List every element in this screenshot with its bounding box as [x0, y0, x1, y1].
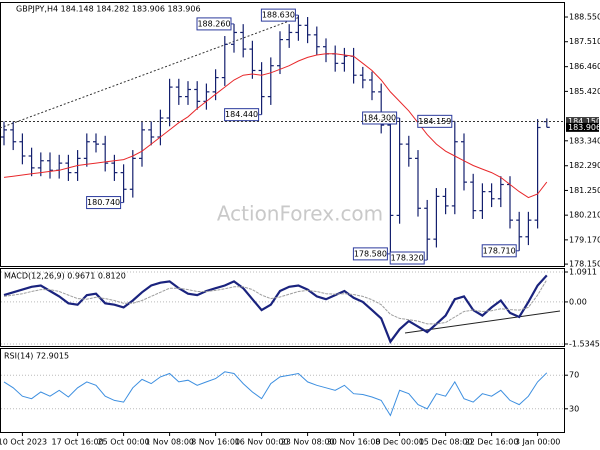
- y-tick-label: 179.170: [569, 235, 600, 244]
- macd-title: MACD(12,26,9) 0.9671 0.8120: [4, 272, 126, 281]
- level-label: 184.150: [568, 117, 600, 126]
- y-tick-label: 1.0911: [569, 268, 597, 277]
- price-label: 184.300: [363, 113, 396, 122]
- price-label: 188.630: [262, 11, 295, 20]
- price-label: 188.260: [197, 19, 230, 28]
- level-label: 183.906: [568, 123, 600, 132]
- x-tick-label: 30 Nov 16:00: [327, 438, 381, 447]
- y-tick-label: 185.420: [569, 87, 600, 96]
- x-tick-label: 8 Nov 16:00: [191, 438, 240, 447]
- trend-line: [0, 16, 301, 129]
- y-tick-label: 187.510: [569, 37, 600, 46]
- watermark: ActionForex.com: [217, 202, 383, 226]
- x-tick-label: 23 Nov 08:00: [281, 438, 335, 447]
- rsi-title: RSI(14) 72.9015: [4, 352, 69, 361]
- price-label-box: [389, 251, 425, 265]
- level-box: [566, 117, 599, 127]
- macd-panel: [0, 268, 565, 347]
- indicator-line: [3, 274, 548, 344]
- y-tick-label: 180.210: [569, 211, 600, 220]
- x-tick-label: 25 Oct 00:00: [98, 438, 150, 447]
- y-tick-label: -1.5345: [569, 340, 600, 349]
- chart-title: GBPJPY,H4 184.148 184.282 183.906 183.90…: [16, 5, 201, 14]
- x-tick-label: 10 Oct 2023: [0, 438, 47, 447]
- x-tick-label: 16 Nov 00:00: [235, 438, 289, 447]
- price-panel: [0, 2, 565, 267]
- x-tick-label: 22 Dec 16:00: [465, 438, 519, 447]
- price-label: 178.710: [483, 246, 516, 255]
- indicator-line: [3, 279, 548, 325]
- x-tick-label: 3 Jan 00:00: [515, 438, 561, 447]
- x-tick-label: 8 Dec 00:00: [375, 438, 424, 447]
- moving-average: [3, 53, 548, 199]
- y-tick-label: 188.550: [569, 13, 600, 22]
- y-tick-label: 183.340: [569, 136, 600, 145]
- y-tick-label: 186.460: [569, 62, 600, 71]
- x-tick-label: 17 Oct 16:00: [52, 438, 104, 447]
- level-box: [566, 122, 599, 132]
- y-tick-label: 70: [569, 371, 579, 380]
- y-tick-label: 182.290: [569, 161, 600, 170]
- price-label: 178.580: [354, 249, 387, 258]
- y-tick-label: 30: [569, 404, 579, 413]
- y-tick-label: 178.150: [569, 260, 600, 269]
- rsi-panel: [0, 348, 565, 433]
- price-label: 178.320: [391, 254, 424, 263]
- price-label: 180.740: [87, 198, 120, 207]
- y-tick-label: 181.250: [569, 186, 600, 195]
- x-tick-label: 1 Nov 08:00: [145, 438, 194, 447]
- price-label: 184.440: [225, 110, 258, 119]
- x-tick-label: 15 Dec 08:00: [419, 438, 473, 447]
- y-tick-label: 0.00: [569, 297, 587, 306]
- indicator-line: [3, 371, 548, 417]
